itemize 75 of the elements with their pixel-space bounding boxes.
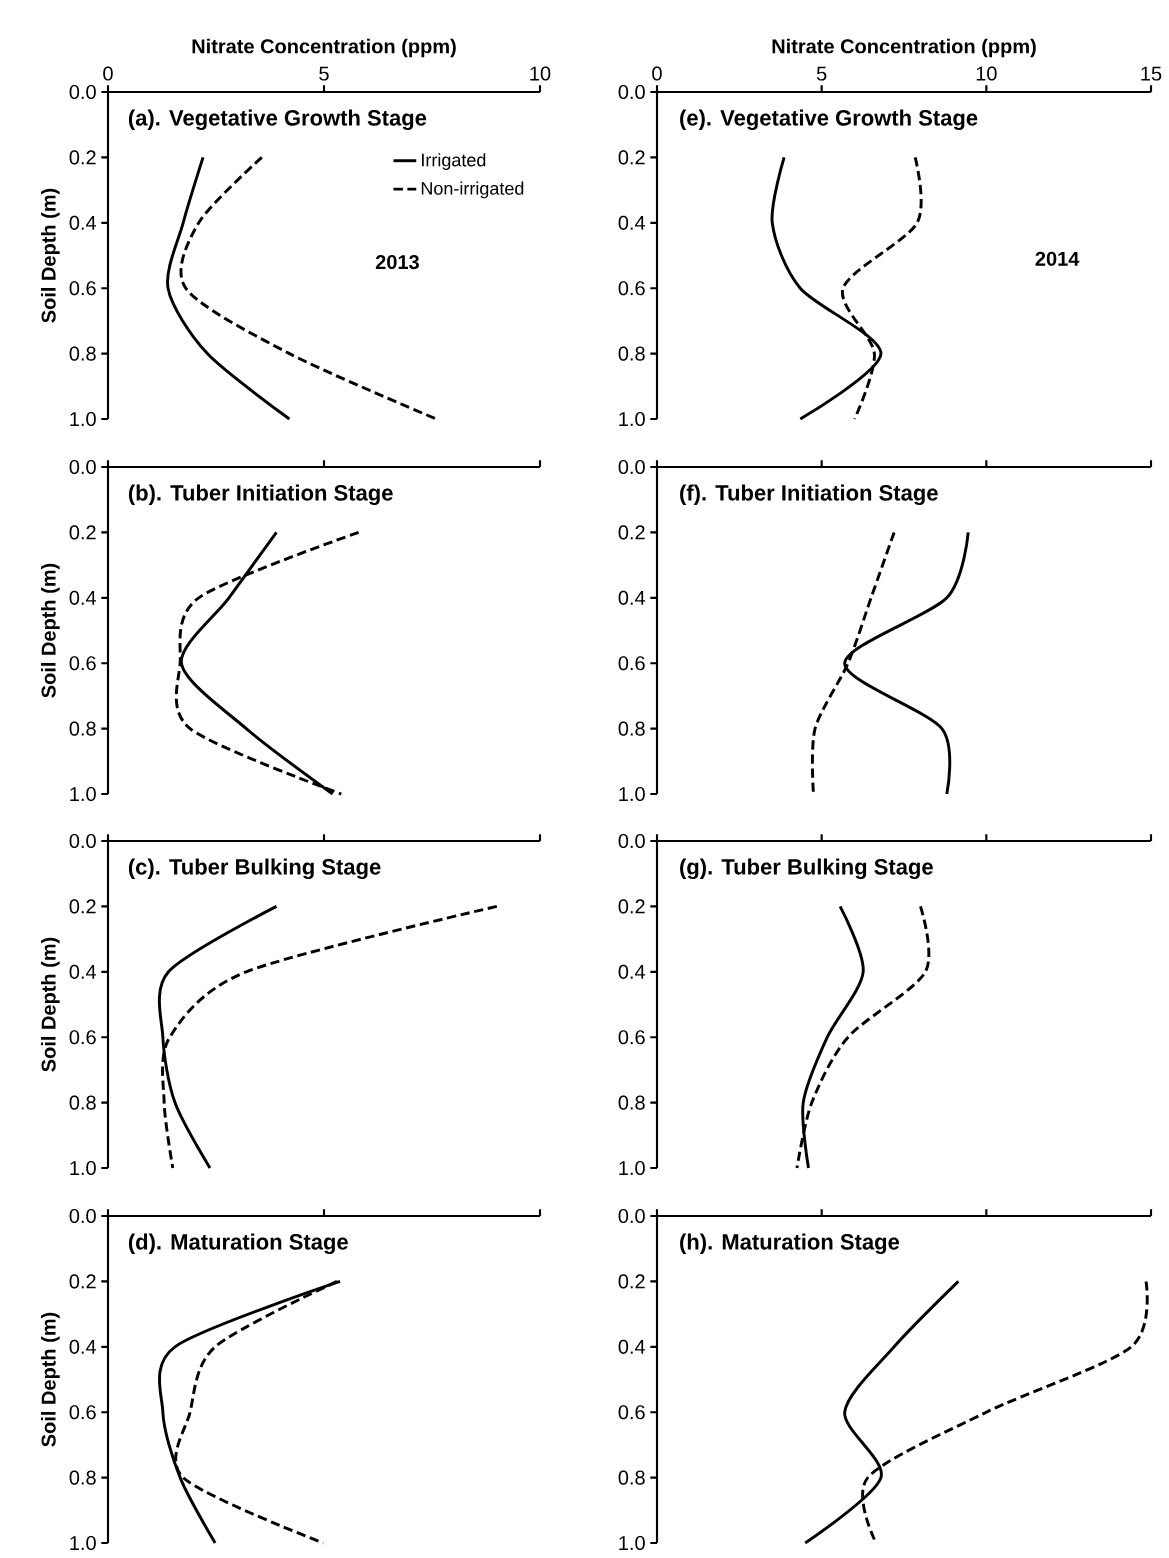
y-tick-label: 0.8 bbox=[69, 1095, 96, 1110]
y-tick-label: 0.6 bbox=[69, 656, 96, 671]
y-tick-label: 1.0 bbox=[70, 786, 96, 802]
annotation: 2014 bbox=[1035, 251, 1080, 266]
y-axis-title: Soil Depth (m) bbox=[41, 188, 60, 323]
x-tick-label: 15 bbox=[1141, 66, 1162, 81]
y-tick-label: 0.2 bbox=[618, 525, 645, 540]
y-tick-label: 0.8 bbox=[69, 721, 96, 736]
y-tick-label: 1.0 bbox=[70, 1160, 96, 1176]
x-tick-label: 0 bbox=[652, 66, 662, 81]
y-tick-label: 0.0 bbox=[618, 459, 645, 475]
y-tick-label: 0.0 bbox=[618, 833, 645, 849]
x-tick-label: 10 bbox=[530, 66, 551, 81]
y-axis-title: Soil Depth (m) bbox=[41, 1312, 60, 1447]
y-tick-label: 1.0 bbox=[619, 1160, 645, 1176]
y-tick-label: 0.2 bbox=[69, 150, 96, 165]
y-tick-label: 0.4 bbox=[69, 215, 97, 230]
y-tick-label: 0.8 bbox=[69, 346, 96, 361]
line-series bbox=[166, 155, 291, 421]
text: (c). Tuber Bulking Stage bbox=[128, 858, 381, 880]
y-tick-label: 0.4 bbox=[618, 215, 646, 230]
y-tick-label: 1.0 bbox=[70, 1535, 96, 1551]
y-tick-label: 0.2 bbox=[618, 899, 645, 914]
y-tick-label: 1.0 bbox=[619, 786, 645, 802]
y-tick-label: 1.0 bbox=[619, 1535, 645, 1551]
line-series bbox=[161, 904, 499, 1170]
y-tick-label: 0.2 bbox=[69, 525, 96, 540]
y-tick-label: 1.0 bbox=[619, 411, 645, 427]
y-axis-title: Soil Depth (m) bbox=[41, 563, 60, 698]
text: (d). Maturation Stage bbox=[128, 1233, 348, 1255]
y-tick-label: 0.8 bbox=[618, 1095, 645, 1110]
x-axis-title: Nitrate Concentration (ppm) bbox=[192, 38, 456, 58]
text: (e). Vegetative Growth Stage bbox=[680, 109, 978, 131]
y-tick-label: 0.6 bbox=[618, 281, 645, 296]
text: (h). Maturation Stage bbox=[680, 1233, 900, 1255]
y-tick-label: 0.6 bbox=[69, 1030, 96, 1045]
y-tick-label: 0.0 bbox=[69, 833, 96, 849]
y-tick-label: 0.2 bbox=[69, 899, 96, 914]
y-tick-label: 0.0 bbox=[69, 84, 96, 100]
y-tick-label: 0.4 bbox=[69, 964, 97, 979]
y-tick-label: 0.4 bbox=[618, 590, 646, 605]
y-tick-label: 0.8 bbox=[618, 1470, 645, 1485]
x-tick-label: 5 bbox=[816, 66, 827, 81]
y-tick-label: 0.8 bbox=[69, 1470, 96, 1485]
y-tick-label: 0.4 bbox=[618, 1339, 646, 1354]
y-tick-label: 0.6 bbox=[618, 656, 645, 671]
y-axis-title: Soil Depth (m) bbox=[41, 937, 60, 1072]
y-tick-label: 1.0 bbox=[70, 411, 96, 427]
x-tick-label: 0 bbox=[103, 66, 113, 81]
x-tick-label: 10 bbox=[976, 66, 997, 81]
y-tick-label: 0.2 bbox=[618, 150, 645, 165]
y-tick-label: 0.6 bbox=[618, 1030, 645, 1045]
text: (b). Tuber Initiation Stage bbox=[128, 484, 393, 506]
y-tick-label: 0.2 bbox=[69, 1274, 96, 1289]
y-tick-label: 0.0 bbox=[69, 459, 96, 475]
text: (f). Tuber Initiation Stage bbox=[680, 484, 938, 506]
y-tick-label: 0.4 bbox=[69, 590, 97, 605]
legend-label: Irrigated bbox=[422, 153, 486, 170]
y-tick-label: 0.2 bbox=[618, 1274, 645, 1289]
y-tick-label: 0.8 bbox=[618, 346, 645, 361]
y-tick-label: 0.6 bbox=[69, 281, 96, 296]
legend-label: Non-irrigated bbox=[421, 181, 524, 199]
y-tick-label: 0.0 bbox=[618, 1208, 645, 1224]
y-tick-label: 0.0 bbox=[618, 84, 645, 100]
text: (g). Tuber Bulking Stage bbox=[680, 858, 933, 880]
y-tick-label: 0.0 bbox=[69, 1208, 96, 1224]
x-tick-label: 5 bbox=[319, 66, 329, 81]
y-tick-label: 0.6 bbox=[69, 1405, 96, 1420]
annotation: 2013 bbox=[375, 254, 419, 270]
y-tick-label: 0.6 bbox=[618, 1405, 645, 1420]
y-tick-label: 0.4 bbox=[618, 964, 646, 979]
text: (a). Vegetative Growth Stage bbox=[128, 109, 427, 131]
y-tick-label: 0.8 bbox=[618, 721, 645, 736]
y-tick-label: 0.4 bbox=[69, 1339, 97, 1354]
x-axis-title: Nitrate Concentration (ppm) bbox=[772, 38, 1036, 58]
